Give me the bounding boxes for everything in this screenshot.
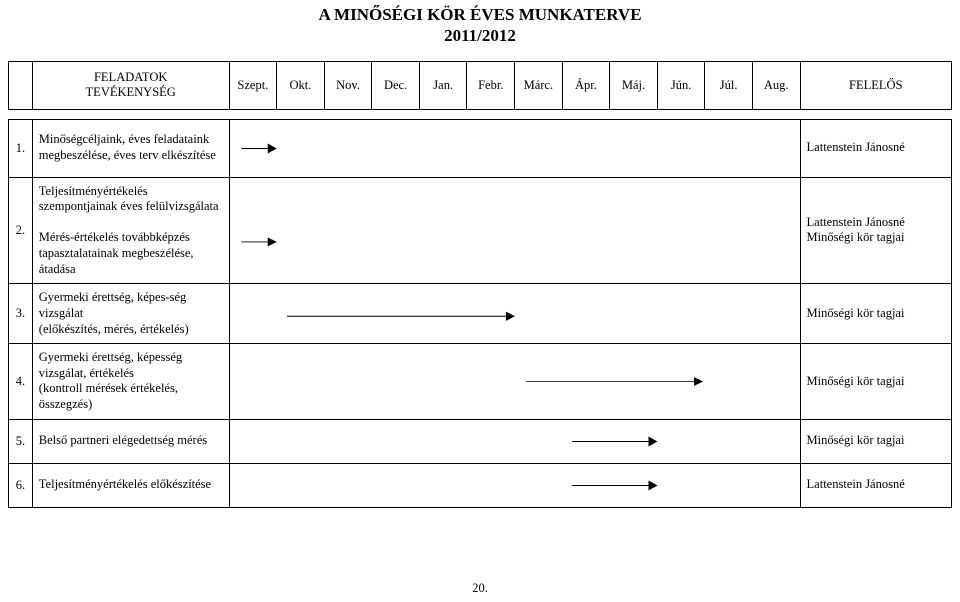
header-month-9: Jún. <box>657 61 705 109</box>
row-timeline <box>229 344 800 420</box>
row-responsible: Lattenstein Jánosné <box>800 119 951 177</box>
row-task-text: Minőségcéljaink, éves feladataink megbes… <box>39 132 216 162</box>
row-resp-text: Lattenstein Jánosné <box>807 140 905 154</box>
row-num: 5. <box>9 419 33 463</box>
table-row: 4. Gyermeki érettség, képesség vizsgálat… <box>9 344 952 420</box>
row-responsible: Minőségi kör tagjai <box>800 419 951 463</box>
row-resp-text: Minőségi kör tagjai <box>807 306 905 320</box>
header-month-8: Máj. <box>610 61 658 109</box>
row-num: 3. <box>9 284 33 344</box>
row-responsible: Minőségi kör tagjai <box>800 344 951 420</box>
title-line2: 2011/2012 <box>444 26 516 45</box>
row-task: Belső partneri elégedettség mérés <box>32 419 229 463</box>
table-row: 2. Teljesítményértékelés szempontjainak … <box>9 177 952 284</box>
row-responsible: Minőségi kör tagjai <box>800 284 951 344</box>
page-number: 20. <box>0 581 960 596</box>
header-num-blank <box>9 61 33 109</box>
header-month-0: Szept. <box>229 61 277 109</box>
row-timeline <box>229 463 800 507</box>
header-task-text: FELADATOK TEVÉKENYSÉG <box>86 70 176 99</box>
table-row: 6. Teljesítményértékelés előkészítése La… <box>9 463 952 507</box>
spacer-row <box>9 109 952 119</box>
header-month-1: Okt. <box>277 61 325 109</box>
schedule-table: FELADATOK TEVÉKENYSÉG Szept. Okt. Nov. D… <box>8 61 952 508</box>
header-month-4: Jan. <box>419 61 467 109</box>
row-resp-text: Minőségi kör tagjai <box>807 374 905 388</box>
row-task: Gyermeki érettség, képes-ség vizsgálat (… <box>32 284 229 344</box>
row-task: Teljesítményértékelés szempontjainak éve… <box>32 177 229 284</box>
header-month-3: Dec. <box>372 61 420 109</box>
row-resp-text: Lattenstein Jánosné <box>807 477 905 491</box>
table-row: 1. Minőségcéljaink, éves feladataink meg… <box>9 119 952 177</box>
header-month-5: Febr. <box>467 61 515 109</box>
row-num: 6. <box>9 463 33 507</box>
row-task-text: Teljesítményértékelés szempontjainak éve… <box>39 184 219 276</box>
row-task-text: Gyermeki érettség, képesség vizsgálat, é… <box>39 350 182 411</box>
table-header-row: FELADATOK TEVÉKENYSÉG Szept. Okt. Nov. D… <box>9 61 952 109</box>
title-line1: A MINŐSÉGI KÖR ÉVES MUNKATERVE <box>318 5 641 24</box>
row-timeline <box>229 119 800 177</box>
row-task-text: Gyermeki érettség, képes-ség vizsgálat (… <box>39 290 189 335</box>
row-resp-text: Minőségi kör tagjai <box>807 433 905 447</box>
table-row: 3. Gyermeki érettség, képes-ség vizsgála… <box>9 284 952 344</box>
row-resp-text: Lattenstein Jánosné Minőségi kör tagjai <box>807 215 905 245</box>
header-month-7: Ápr. <box>562 61 610 109</box>
row-num: 2. <box>9 177 33 284</box>
header-task: FELADATOK TEVÉKENYSÉG <box>32 61 229 109</box>
row-task: Teljesítményértékelés előkészítése <box>32 463 229 507</box>
header-month-10: Júl. <box>705 61 753 109</box>
row-task: Minőségcéljaink, éves feladataink megbes… <box>32 119 229 177</box>
row-responsible: Lattenstein Jánosné <box>800 463 951 507</box>
header-month-6: Márc. <box>515 61 563 109</box>
page: A MINŐSÉGI KÖR ÉVES MUNKATERVE 2011/2012… <box>0 0 960 602</box>
row-num: 1. <box>9 119 33 177</box>
header-responsible: FELELŐS <box>800 61 951 109</box>
row-timeline <box>229 284 800 344</box>
row-task-text: Teljesítményértékelés előkészítése <box>39 477 211 491</box>
row-timeline <box>229 419 800 463</box>
row-num: 4. <box>9 344 33 420</box>
row-task-text: Belső partneri elégedettség mérés <box>39 433 207 447</box>
row-responsible: Lattenstein Jánosné Minőségi kör tagjai <box>800 177 951 284</box>
page-title: A MINŐSÉGI KÖR ÉVES MUNKATERVE 2011/2012 <box>8 4 952 47</box>
row-timeline <box>229 177 800 284</box>
table-row: 5. Belső partneri elégedettség mérés Min… <box>9 419 952 463</box>
header-month-2: Nov. <box>324 61 372 109</box>
header-month-11: Aug. <box>752 61 800 109</box>
row-task: Gyermeki érettség, képesség vizsgálat, é… <box>32 344 229 420</box>
